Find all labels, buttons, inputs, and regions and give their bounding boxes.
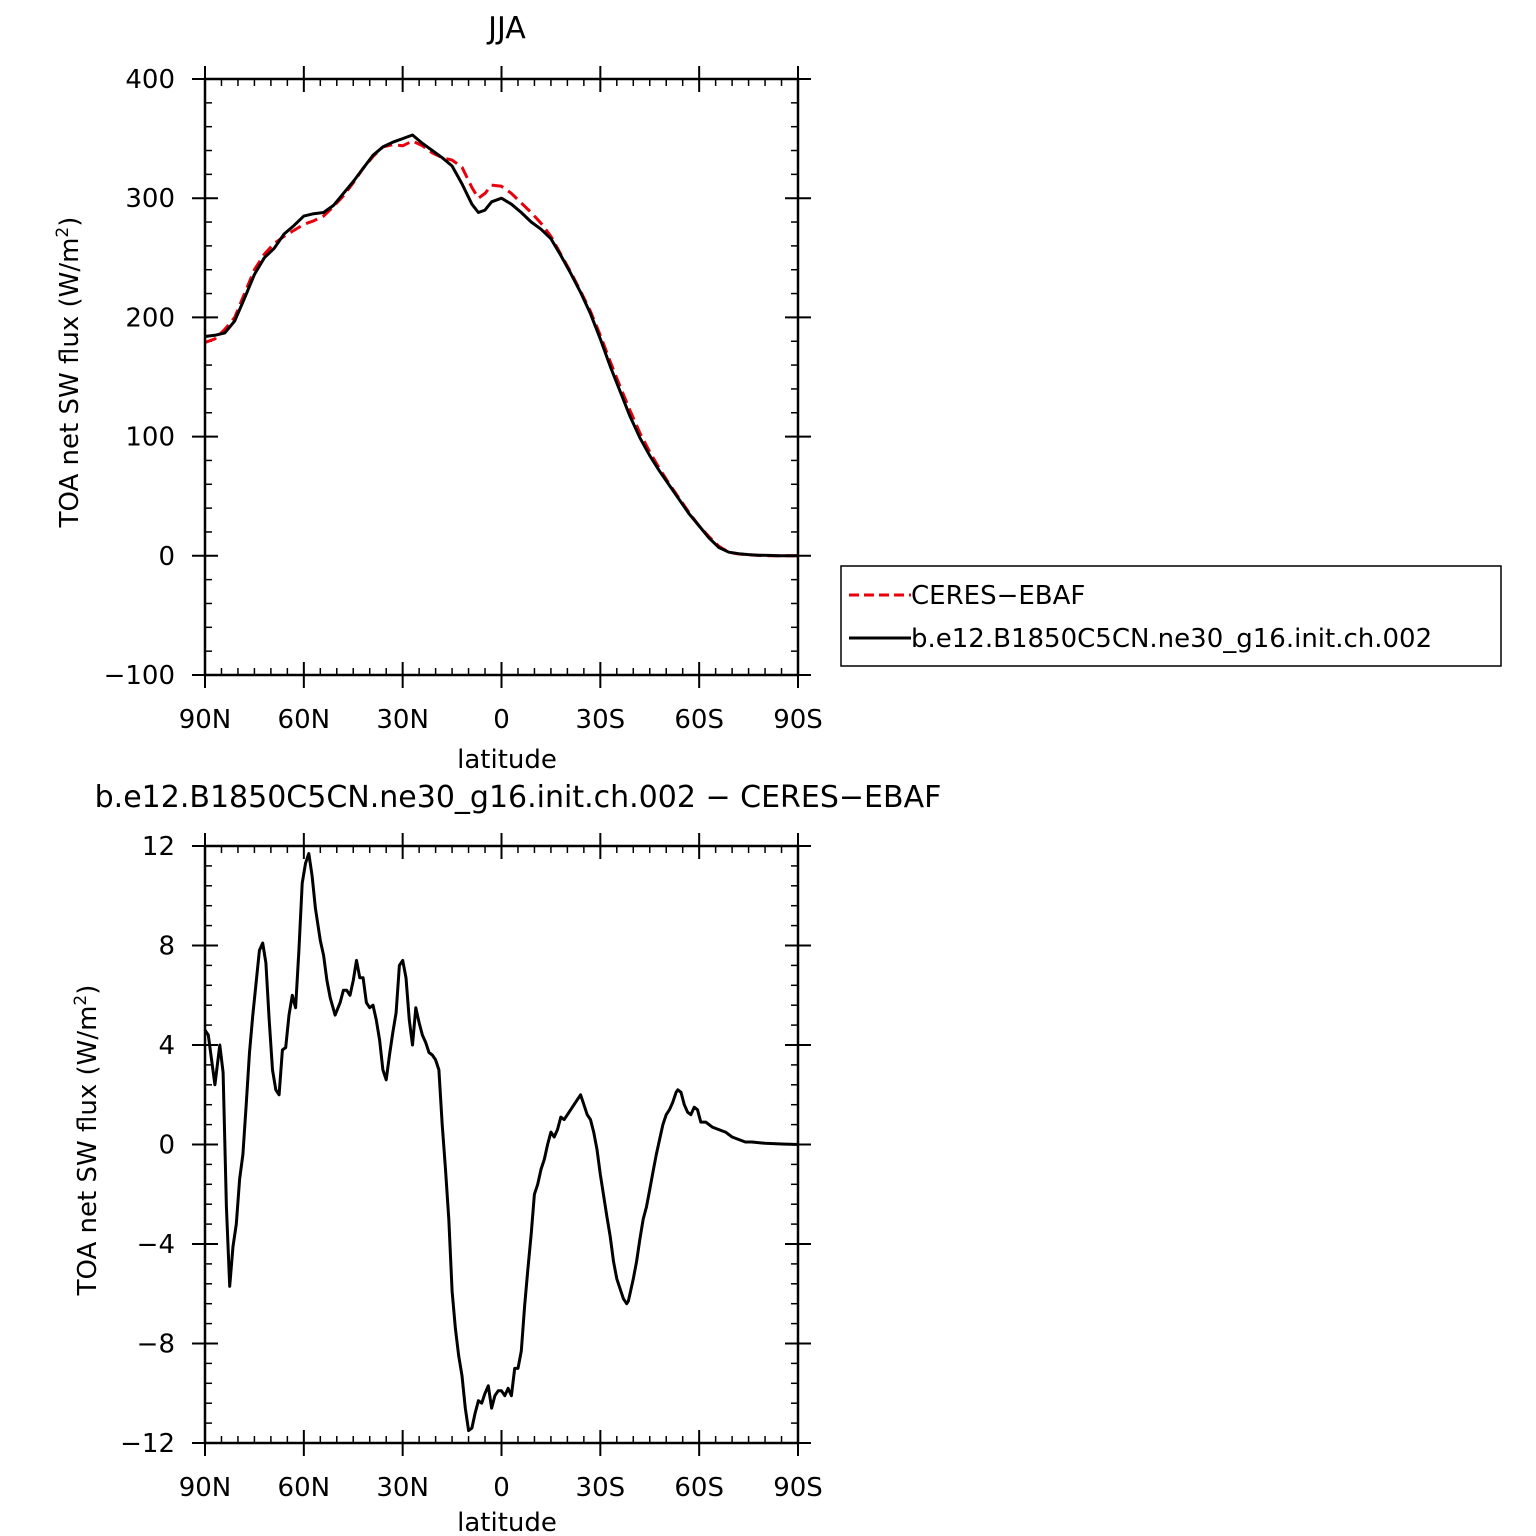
x-tick-label: 60N — [278, 705, 331, 735]
y-axis-label: TOA net SW flux (W/m2) — [71, 985, 103, 1297]
legend-label-model: b.e12.B1850C5CN.ne30_g16.init.ch.002 — [911, 624, 1432, 654]
x-tick-label: 90S — [773, 705, 823, 735]
x-tick-label: 90S — [773, 1473, 823, 1503]
x-tick-label: 60S — [674, 1473, 724, 1503]
legend-label-ceres: CERES−EBAF — [911, 581, 1085, 611]
x-tick-label: 90N — [179, 705, 232, 735]
y-tick-label: 300 — [125, 184, 175, 214]
legend: CERES−EBAF b.e12.B1850C5CN.ne30_g16.init… — [840, 565, 1502, 667]
plot-area: 90N 60N 30N 0 30S 60S 90S −100 0 100 200 300 400 — [104, 65, 823, 735]
x-tick-label: 0 — [493, 1473, 510, 1503]
x-tick-label: 60N — [278, 1473, 331, 1503]
difference-panel: b.e12.B1850C5CN.ne30_g16.init.ch.002 − C… — [71, 780, 941, 1536]
y-tick-label: −4 — [137, 1230, 175, 1260]
x-tick-label: 30S — [576, 1473, 626, 1503]
x-tick-label: 30S — [576, 705, 626, 735]
y-tick-label: 400 — [125, 65, 175, 95]
x-tick-label: 0 — [493, 705, 510, 735]
series-line-b-e12-b1850c5cn-ne30-g16-init-ch-002 — [204, 133, 799, 558]
y-tick-label: −100 — [104, 661, 175, 691]
plot-frame — [203, 844, 800, 1445]
y-tick-label: 4 — [158, 1031, 175, 1061]
climatology-panel: JJA 90N 60N 30N 0 30S 60S 90S −100 0 100 200 300 400… — [53, 11, 823, 775]
x-tick-label: 30N — [376, 1473, 429, 1503]
y-tick-label: 12 — [142, 832, 175, 862]
plot-frame — [203, 77, 800, 677]
x-axis-label: latitude — [457, 1508, 557, 1536]
legend-box — [840, 565, 1502, 667]
plot-title: JJA — [486, 11, 526, 46]
x-tick-label: 90N — [179, 1473, 232, 1503]
x-tick-label: 60S — [674, 705, 724, 735]
y-tick-label: 100 — [125, 423, 175, 453]
x-tick-label: 30N — [376, 705, 429, 735]
plot-title: b.e12.B1850C5CN.ne30_g16.init.ch.002 − C… — [95, 780, 942, 815]
y-tick-label: 200 — [125, 303, 175, 333]
y-tick-label: −12 — [120, 1429, 175, 1459]
y-tick-label: −8 — [137, 1330, 175, 1360]
y-tick-label: 8 — [158, 932, 175, 962]
x-axis-label: latitude — [457, 745, 557, 775]
y-tick-label: 0 — [158, 1131, 175, 1161]
y-tick-label: 0 — [158, 542, 175, 572]
series-line-difference — [203, 852, 799, 1433]
plot-area: 90N 60N 30N 0 30S 60S 90S −12 −8 −4 0 4 8 12 — [120, 832, 823, 1503]
y-axis-label: TOA net SW flux (W/m2) — [53, 217, 85, 529]
